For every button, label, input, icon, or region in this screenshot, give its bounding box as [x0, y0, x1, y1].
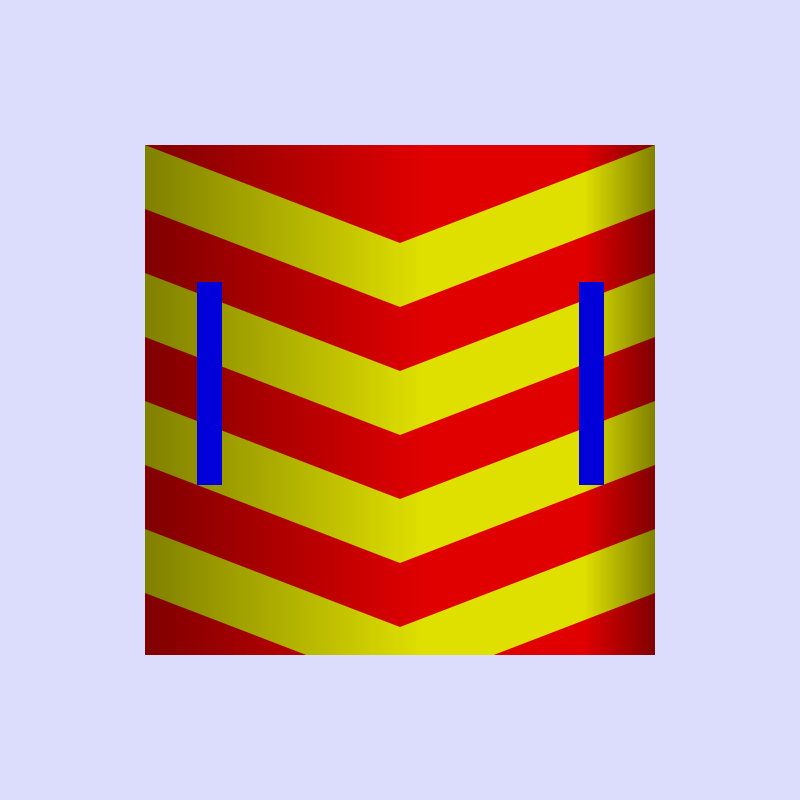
- chevron-band: [145, 401, 655, 563]
- chevron-band: [145, 145, 655, 307]
- pallet-right: [579, 282, 604, 485]
- pallet-left: [197, 282, 222, 485]
- chevron-group: [145, 145, 655, 655]
- chevron-band: [145, 273, 655, 435]
- chevron-band: [145, 529, 655, 655]
